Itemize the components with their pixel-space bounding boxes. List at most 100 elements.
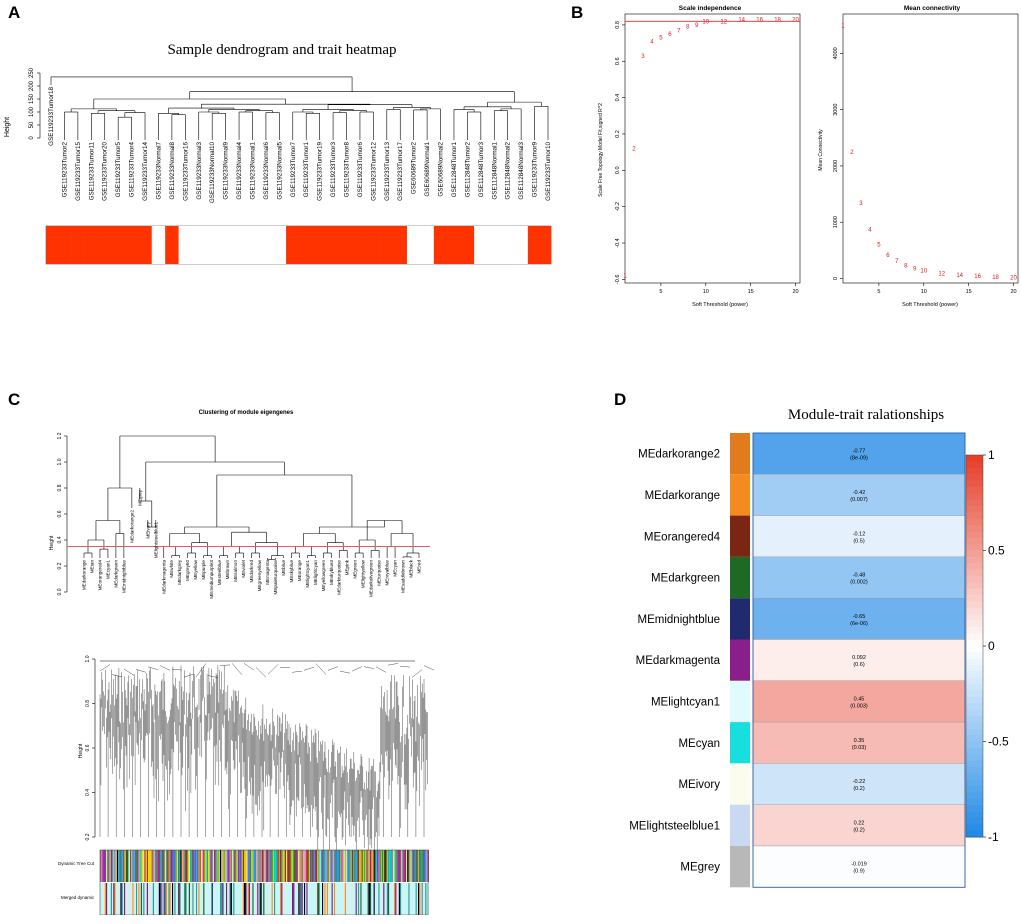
module-label: MEdarkmagenta [161, 560, 166, 594]
merged-dynamic-cell [271, 883, 273, 915]
gene-branch [123, 668, 135, 676]
merged-dynamic-cell [180, 883, 182, 915]
colorbar-tick-label: -0.5 [988, 735, 1009, 749]
dynamic-tree-cut-cell [166, 850, 168, 882]
dynamic-tree-cut-cell [266, 850, 269, 882]
merged-dynamic-cell [102, 883, 104, 915]
merged-dynamic-cell [259, 883, 261, 915]
merged-dynamic-cell [322, 883, 324, 915]
module-row-label: MElightsteelblue1 [629, 820, 720, 832]
merged-dynamic-cell [288, 883, 290, 915]
merged-dynamic-cell [403, 883, 405, 915]
sample-label: GSE119233Tumor17 [397, 142, 404, 201]
module-label: MElightcyan1 [305, 560, 310, 588]
trait-cell-tumor [380, 226, 394, 264]
mean-connectivity-x-tick-label: 10 [921, 289, 927, 295]
scale-independence-y-tick-label: 0.8 [615, 21, 621, 29]
merged-dynamic-cell [124, 883, 126, 915]
colorbar-segment [966, 690, 983, 698]
dynamic-tree-cut-cell [186, 850, 188, 882]
dynamic-tree-cut-cell [262, 850, 264, 882]
merged-dynamic-cell [258, 883, 260, 915]
dynamic-tree-cut-cell [287, 850, 289, 882]
module-row-label: MEmidnightblue [638, 614, 720, 626]
dynamic-tree-cut-cell [409, 850, 411, 882]
merged-dynamic-cell [410, 883, 413, 915]
sample-label: GSE60689Tumor2 [411, 142, 418, 195]
merged-dynamic-cell [137, 883, 139, 915]
merged-dynamic-cell [278, 883, 281, 915]
merged-dynamic-cell [234, 883, 236, 915]
module-label: MEivory [145, 521, 150, 538]
dynamic-tree-cut-cell [370, 850, 372, 882]
merged-dynamic-cell [236, 883, 239, 915]
scale-independence-point: 18 [774, 17, 781, 23]
module-row-label: MEdarkmagenta [636, 655, 721, 667]
dynamic-tree-cut-cell [413, 850, 415, 882]
correlation-value: -0.22 [853, 779, 866, 785]
merged-dynamic-cell [230, 883, 233, 915]
merged-dynamic-cell [148, 883, 150, 915]
colorbar-segment [966, 805, 983, 813]
merged-dynamic-cell [224, 883, 227, 915]
merged-dynamic-cell [185, 883, 187, 915]
dynamic-tree-cut-cell [149, 850, 151, 882]
gene-branch [243, 663, 255, 671]
dynamic-tree-cut-cell [172, 850, 174, 882]
merged-dynamic-cell [240, 883, 242, 915]
dynamic-tree-cut-cell [373, 850, 375, 882]
merged-dynamic-cell [191, 883, 193, 915]
dynamic-tree-cut-cell [146, 850, 149, 882]
dynamic-tree-cut-cell [278, 850, 281, 882]
trait-cell-tumor [339, 226, 354, 264]
dynamic-tree-cut-cell [323, 850, 325, 882]
panel-a-ylabel: Height [4, 117, 11, 137]
merged-dynamic-cell [110, 883, 113, 915]
scale-independence-point: 8 [686, 25, 690, 31]
dynamic-tree-cut-cell [378, 850, 380, 882]
gene-branch [375, 666, 387, 673]
colorbar-tick-label: 0.5 [988, 544, 1005, 558]
trait-cell-normal [205, 226, 220, 264]
dynamic-tree-cut-cell [197, 850, 199, 882]
module-label: MEcyan1 [105, 560, 110, 580]
merged-dynamic-cell [354, 883, 356, 915]
merged-dynamic-cell [184, 883, 186, 915]
correlation-value: 0.45 [854, 696, 865, 702]
dynamic-tree-cut-cell [120, 850, 122, 882]
colorbar-segment [966, 760, 983, 768]
mean-connectivity-point: 20 [1010, 275, 1017, 281]
colorbar-tick-label: 0 [988, 639, 995, 653]
dynamic-tree-cut-cell [138, 850, 140, 882]
merged-dynamic-cell [244, 883, 246, 915]
merged-dynamic-cell [324, 883, 326, 915]
dynamic-tree-cut-cell [296, 850, 299, 882]
dynamic-tree-cut-cell [414, 850, 416, 882]
merged-dynamic-cell [359, 883, 361, 915]
dynamic-tree-cut-cell [348, 850, 350, 882]
merged-dynamic-cell [125, 883, 127, 915]
merged-dynamic-cell [374, 883, 377, 915]
merged-dynamic-cell [325, 883, 327, 915]
merged-dynamic-cell [144, 883, 146, 915]
dynamic-tree-cut-cell [101, 850, 103, 882]
merged-dynamic-cell [227, 883, 229, 915]
merged-dynamic-cell [360, 883, 362, 915]
dynamic-tree-cut-cell [270, 850, 272, 882]
module-color-swatch [730, 804, 750, 846]
scale-independence-ylabel: Scale Free Topology Model Fit,signed R^2 [598, 103, 604, 197]
merged-dynamic-cell [139, 883, 141, 915]
dynamic-tree-cut-cell [122, 850, 125, 882]
scale-independence-x-tick-label: 15 [748, 289, 754, 295]
merged-dynamic-cell [269, 883, 271, 915]
dynamic-tree-cut-cell [132, 850, 134, 882]
module-label: MEsalmon [233, 560, 238, 582]
scale-independence-point: 20 [792, 17, 799, 23]
gene-branch [387, 663, 399, 666]
merged-dynamic-cell [235, 883, 237, 915]
merged-dynamic-cell [347, 883, 349, 915]
module-color-swatch [730, 515, 750, 557]
dynamic-tree-cut-cell [238, 850, 240, 882]
gene-branch [183, 673, 195, 678]
merged-dynamic-cell [352, 883, 354, 915]
